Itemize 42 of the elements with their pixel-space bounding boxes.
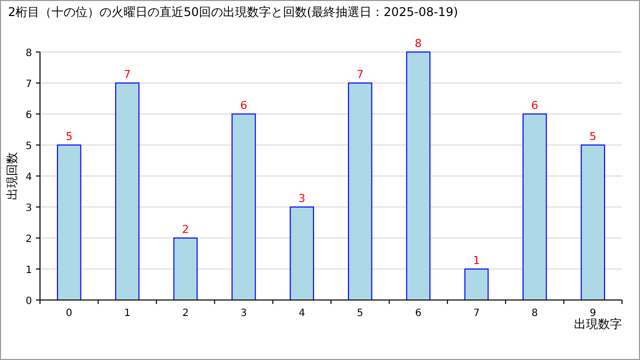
data-label: 8 (414, 37, 422, 50)
data-label: 7 (124, 68, 131, 81)
x-tick-label: 1 (124, 308, 130, 319)
x-tick-label: 2 (182, 308, 189, 319)
x-tick-label: 4 (298, 308, 306, 319)
data-label: 3 (298, 192, 306, 205)
data-label: 2 (182, 223, 189, 236)
bar (56, 144, 82, 300)
bar (115, 82, 140, 300)
bar (464, 268, 489, 300)
x-tick-label: 9 (590, 308, 596, 319)
data-label: 5 (66, 130, 73, 143)
y-tick-label: 2 (26, 234, 32, 245)
y-tick-label: 0 (26, 296, 32, 307)
y-tick-label: 3 (26, 203, 32, 214)
bar (522, 114, 547, 300)
bar (580, 144, 606, 300)
x-tick-label: 5 (356, 308, 364, 319)
x-axis-title: 出現数字 (574, 317, 622, 331)
y-tick-label: 1 (26, 265, 32, 276)
x-tick-label: 6 (415, 308, 422, 319)
data-label: 1 (473, 254, 480, 267)
data-label: 5 (589, 130, 596, 143)
bar (348, 82, 372, 300)
data-label: 7 (356, 68, 364, 81)
bar (406, 52, 430, 300)
y-tick-label: 4 (26, 172, 32, 183)
y-tick-label: 8 (26, 48, 32, 59)
bar (290, 206, 314, 300)
x-tick-label: 7 (473, 308, 480, 319)
x-tick-label: 8 (532, 308, 538, 319)
bar (232, 114, 256, 300)
y-tick-label: 5 (26, 141, 32, 152)
x-tick-label: 0 (66, 308, 72, 319)
y-tick-label: 7 (26, 79, 32, 90)
y-tick-label: 6 (26, 110, 32, 121)
x-tick-label: 3 (240, 308, 247, 319)
bar (173, 238, 198, 300)
chart-title: 2桁目（十の位）の火曜日の直近50回の出現数字と回数(最終抽選日：2025-08-19) (8, 5, 458, 19)
data-label: 6 (240, 99, 248, 112)
y-axis-title: 出現回数 (5, 152, 19, 200)
data-label: 6 (531, 99, 538, 112)
